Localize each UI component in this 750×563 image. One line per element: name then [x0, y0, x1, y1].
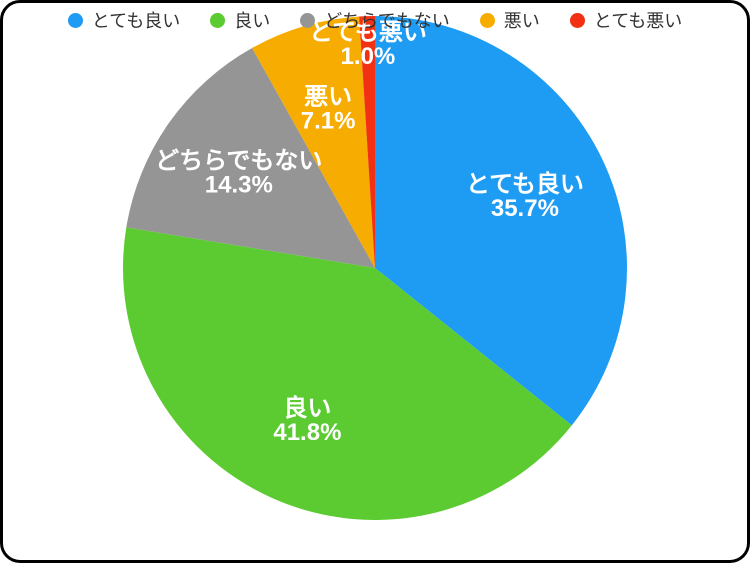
legend-item-2[interactable]: どちらでもない — [300, 7, 450, 33]
legend-swatch-icon — [479, 12, 495, 28]
legend-label: とても悪い — [593, 11, 683, 31]
pie-slice-2[interactable] — [126, 48, 375, 268]
pie-slice-3[interactable] — [252, 16, 375, 269]
legend-item-1[interactable]: 良い — [210, 7, 270, 33]
legend-item-4[interactable]: とても悪い — [569, 7, 683, 33]
pie-slice-1[interactable] — [123, 227, 572, 520]
legend-swatch-icon — [300, 12, 316, 28]
legend: とても良い 良い どちらでもない 悪い とても悪い — [0, 0, 750, 40]
legend-swatch-icon — [67, 12, 83, 28]
pie-slice-0[interactable] — [375, 16, 627, 426]
pie-slice-4[interactable] — [359, 16, 375, 268]
legend-label: 良い — [234, 11, 271, 31]
legend-label: 悪い — [503, 11, 540, 31]
legend-label: どちらでもない — [324, 11, 450, 31]
legend-label: とても良い — [91, 11, 181, 31]
legend-item-3[interactable]: 悪い — [479, 7, 540, 33]
legend-item-0[interactable]: とても良い — [67, 7, 181, 33]
legend-swatch-icon — [569, 12, 585, 28]
legend-swatch-icon — [210, 12, 226, 28]
